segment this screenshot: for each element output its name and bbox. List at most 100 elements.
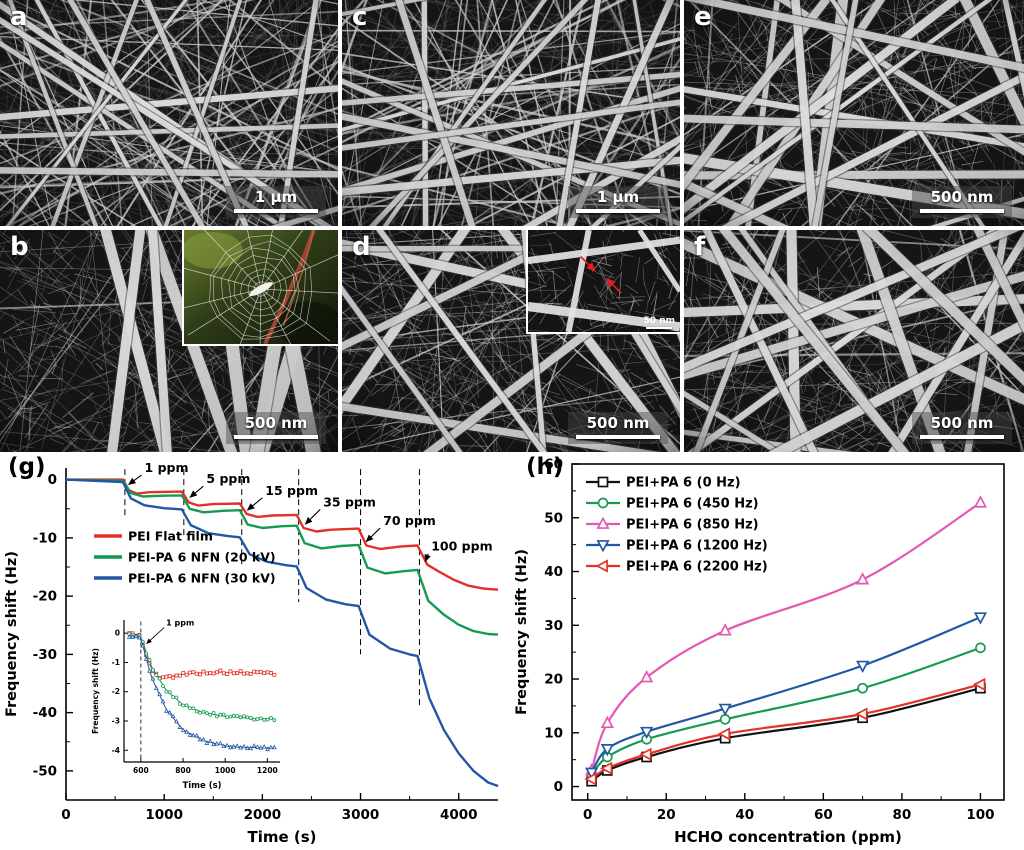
svg-text:60: 60 [544,457,563,473]
scale-bar-label: 500 nm [586,414,650,432]
svg-text:Frequency shift (Hz): Frequency shift (Hz) [91,648,100,734]
scale-bar-label: 500 nm [930,188,994,206]
sem-image-a [0,0,338,226]
sem-panel-d: d 50 nm 500 nm [342,230,680,452]
scale-bar-label: 1 µm [596,188,640,206]
svg-text:0: 0 [61,807,70,823]
svg-text:Time (s): Time (s) [182,781,221,791]
svg-text:PEI+PA 6 (0 Hz): PEI+PA 6 (0 Hz) [626,476,741,491]
svg-text:-20: -20 [33,589,57,605]
svg-text:600: 600 [133,766,149,775]
scale-bar-d: 500 nm [568,412,668,444]
svg-text:100: 100 [966,807,994,823]
chart-g-panel: (g) 0 1000 2000 3000 4000 0 -10 -20 -30 -40 -50 Tim… [0,452,512,850]
svg-text:70 ppm: 70 ppm [383,513,436,528]
panel-label-a: a [10,2,28,32]
inset-scale-label: 50 nm [643,316,675,326]
sem-grid: a 1 µm c 1 µm e 500 nm b [0,0,1024,452]
panel-g-label: (g) [8,454,46,480]
sem-panel-e: e 500 nm [684,0,1024,226]
panel-h-label: (h) [526,454,564,480]
svg-text:-40: -40 [33,705,57,721]
sem-zoom-inset: 50 nm [526,230,680,334]
svg-text:PEI+PA 6 (850 Hz): PEI+PA 6 (850 Hz) [626,518,759,533]
svg-text:20: 20 [544,672,563,688]
svg-text:0: 0 [115,629,120,638]
sem-panel-b: b 500 nm [0,230,338,452]
sem-panel-a: a 1 µm [0,0,338,226]
svg-text:0: 0 [554,779,563,795]
svg-text:1 ppm: 1 ppm [166,619,194,628]
scale-bar-line [576,435,660,439]
scale-bar-e: 500 nm [912,186,1012,218]
svg-text:PEI-PA 6 NFN (30 kV): PEI-PA 6 NFN (30 kV) [128,571,276,586]
svg-text:5 ppm: 5 ppm [206,471,250,486]
svg-text:-4: -4 [112,746,120,755]
spider-web-image [184,230,338,344]
svg-text:1000: 1000 [215,766,236,775]
svg-text:Frequency shift (Hz): Frequency shift (Hz) [514,549,530,715]
scale-bar-b: 500 nm [226,412,326,444]
svg-text:PEI+PA 6 (2200 Hz): PEI+PA 6 (2200 Hz) [626,560,768,575]
panel-label-e: e [694,2,712,32]
panel-label-b: b [10,232,29,262]
inset-scale-bar: 50 nm [644,316,675,329]
sem-panel-c: c 1 µm [342,0,680,226]
sem-image-e [684,0,1024,226]
svg-text:-10: -10 [33,530,57,546]
svg-text:2000: 2000 [244,807,282,823]
svg-text:1 ppm: 1 ppm [145,460,189,475]
sem-image-f [684,230,1024,452]
svg-text:PEI+PA 6 (1200 Hz): PEI+PA 6 (1200 Hz) [626,539,768,554]
sem-image-c [342,0,680,226]
scale-bar-label: 500 nm [930,414,994,432]
svg-text:100 ppm: 100 ppm [431,539,492,554]
scale-bar-line [576,209,660,213]
svg-text:-50: -50 [33,763,57,779]
svg-text:40: 40 [544,564,563,580]
sem-zoom-image [528,230,680,332]
spider-web-photo-inset [182,230,338,346]
chart-h-panel: (h) 0 20 40 60 80 100 0 10 20 30 40 50 60 HCHO concen… [512,452,1024,850]
svg-text:-30: -30 [33,647,57,663]
svg-text:80: 80 [892,807,911,823]
svg-text:-2: -2 [112,687,120,696]
chart-h: 0 20 40 60 80 100 0 10 20 30 40 50 60 HCHO concentrat… [514,457,1005,846]
svg-text:10: 10 [544,725,563,741]
svg-text:4000: 4000 [440,807,478,823]
scale-bar-f: 500 nm [912,412,1012,444]
svg-text:0: 0 [583,807,592,823]
scale-bar-line [920,209,1004,213]
scale-bar-c: 1 µm [568,186,668,218]
svg-text:1000: 1000 [145,807,183,823]
scale-bar-line [920,435,1004,439]
svg-text:20: 20 [657,807,676,823]
panel-label-c: c [352,2,368,32]
svg-text:60: 60 [814,807,833,823]
svg-text:50: 50 [544,510,563,526]
charts-row: (g) 0 1000 2000 3000 4000 0 -10 -20 -30 -40 -50 Tim… [0,452,1024,850]
svg-text:Frequency shift (Hz): Frequency shift (Hz) [4,551,20,717]
scale-bar-label: 1 µm [254,188,298,206]
svg-text:-3: -3 [112,717,120,726]
inset-scale-line [646,327,673,329]
svg-text:1200: 1200 [257,766,278,775]
svg-text:35 ppm: 35 ppm [323,494,376,509]
svg-text:PEI Flat film: PEI Flat film [128,529,213,544]
panel-label-f: f [694,232,706,262]
svg-text:3000: 3000 [342,807,380,823]
scale-bar-line [234,435,318,439]
scale-bar-label: 500 nm [244,414,308,432]
panel-label-d: d [352,232,371,262]
svg-text:40: 40 [735,807,754,823]
svg-text:PEI+PA 6 (450 Hz): PEI+PA 6 (450 Hz) [626,497,759,512]
svg-text:30: 30 [544,618,563,634]
sem-panel-f: f 500 nm [684,230,1024,452]
svg-text:-1: -1 [112,658,120,667]
svg-text:0: 0 [48,472,57,488]
scale-bar-line [234,209,318,213]
svg-text:800: 800 [175,766,191,775]
svg-text:PEI-PA 6 NFN (20 kV): PEI-PA 6 NFN (20 kV) [128,550,276,565]
